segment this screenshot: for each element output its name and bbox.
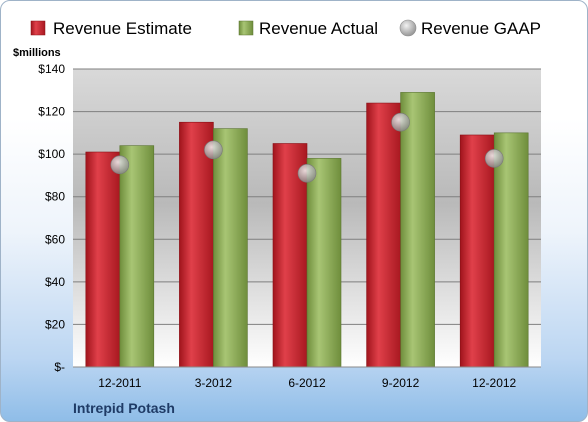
legend-swatch-revenue-estimate: [30, 20, 46, 36]
marker-revenue-gaap: [110, 155, 130, 175]
legend-item-revenue-estimate: Revenue Estimate: [30, 19, 192, 38]
y-axis-unit-label: $millions: [13, 47, 61, 59]
legend-label-revenue-actual: Revenue Actual: [259, 19, 378, 38]
x-tick-label: 12-2012: [472, 376, 516, 390]
y-tick-label: $40: [45, 275, 65, 289]
bar-revenue-actual: [400, 92, 435, 368]
y-tick-label: $140: [38, 62, 65, 76]
x-axis-ticks: 12-2011 3-2012 6-2012 9-2012 12-2012: [98, 376, 516, 390]
legend-marker-revenue-gaap: [399, 19, 417, 37]
y-tick-label: $80: [45, 190, 65, 204]
legend-label-revenue-estimate: Revenue Estimate: [53, 19, 192, 38]
y-tick-label: $120: [38, 105, 65, 119]
y-tick-label: $60: [45, 232, 65, 246]
bar-revenue-actual: [119, 145, 155, 368]
y-axis-ticks: $- $20 $40 $60 $80 $100 $120 $140: [38, 62, 65, 374]
marker-revenue-gaap: [297, 164, 317, 183]
marker-revenue-gaap: [484, 149, 504, 168]
gaap-markers: [110, 112, 504, 183]
legend-label-revenue-gaap: Revenue GAAP: [421, 19, 541, 38]
bar-revenue-estimate: [366, 102, 401, 368]
legend: Revenue Estimate Revenue Actual Revenue …: [30, 19, 541, 38]
y-tick-label: $-: [54, 360, 65, 374]
y-tick-label: $100: [38, 147, 65, 161]
legend-item-revenue-gaap: Revenue GAAP: [399, 19, 541, 38]
y-tick-label: $20: [45, 317, 65, 331]
x-tick-label: 9-2012: [382, 376, 420, 390]
x-tick-label: 6-2012: [288, 376, 326, 390]
x-tick-label: 12-2011: [98, 376, 141, 390]
bar-revenue-estimate: [459, 134, 495, 368]
bar-revenue-estimate: [179, 121, 214, 368]
legend-item-revenue-actual: Revenue Actual: [238, 19, 378, 38]
bar-revenue-estimate: [85, 151, 121, 368]
marker-revenue-gaap: [391, 112, 410, 132]
bar-revenue-actual: [306, 158, 342, 368]
bar-revenue-actual: [493, 132, 529, 368]
x-tick-label: 3-2012: [195, 376, 233, 390]
bar-revenue-estimate: [272, 143, 308, 368]
legend-swatch-revenue-actual: [238, 20, 254, 36]
company-name: Intrepid Potash: [73, 400, 175, 416]
bar-revenue-actual: [213, 128, 248, 368]
marker-revenue-gaap: [204, 140, 223, 160]
